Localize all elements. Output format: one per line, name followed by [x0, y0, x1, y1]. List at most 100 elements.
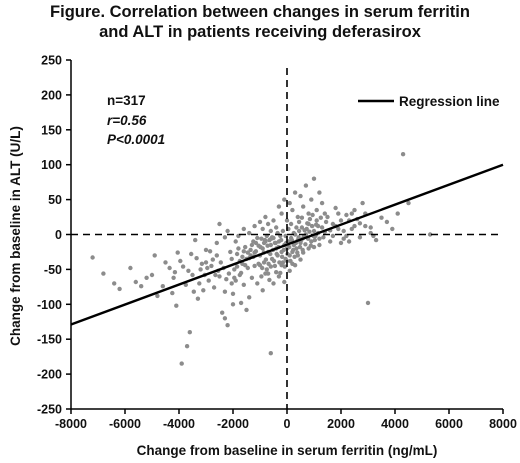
- data-point-231: [294, 225, 299, 230]
- data-point-76: [229, 256, 234, 262]
- data-point-99: [274, 251, 279, 257]
- data-point-249: [253, 249, 259, 254]
- data-point-28: [259, 274, 264, 279]
- chart-title-line-2: and ALT in patients receiving deferasiro…: [99, 23, 421, 41]
- data-point-274: [186, 268, 191, 273]
- data-point-284: [144, 275, 149, 280]
- data-point-288: [330, 233, 336, 239]
- x-tick-label-4000: 4000: [381, 417, 409, 431]
- data-point-218: [311, 244, 317, 250]
- data-point-66: [319, 225, 325, 230]
- data-point-176: [149, 272, 155, 278]
- data-point-73: [360, 200, 365, 206]
- y-tick-label--200: -200: [37, 368, 62, 382]
- data-point-24: [249, 242, 255, 248]
- data-point-167: [252, 223, 257, 229]
- data-point-233: [299, 215, 305, 220]
- data-point-286: [112, 281, 117, 286]
- data-point-144: [282, 197, 287, 202]
- data-point-102: [278, 237, 284, 243]
- regression-line-group: [70, 163, 504, 326]
- data-point-26: [255, 235, 260, 241]
- data-point-158: [319, 200, 325, 206]
- data-point-164: [263, 214, 268, 220]
- data-point-140: [363, 223, 368, 229]
- data-point-154: [309, 197, 314, 202]
- data-point-127: [312, 237, 317, 243]
- data-point-42: [278, 270, 283, 276]
- data-point-65: [317, 242, 322, 248]
- data-point-281: [167, 265, 172, 271]
- data-point-214: [290, 261, 295, 266]
- data-point-123: [307, 229, 312, 234]
- data-point-277: [178, 258, 183, 264]
- data-point-11: [214, 253, 219, 258]
- x-tick-label-0: 0: [284, 417, 291, 431]
- data-point-276: [180, 264, 186, 269]
- data-point-169: [241, 226, 246, 232]
- data-point-278: [175, 250, 180, 255]
- data-point-282: [160, 284, 165, 289]
- data-point-116: [297, 244, 303, 250]
- data-point-246: [261, 240, 267, 246]
- y-tick-label-150: 150: [41, 123, 62, 137]
- data-point-188: [260, 288, 265, 293]
- data-point-289: [336, 226, 341, 232]
- data-point-9: [203, 260, 209, 265]
- data-point-67: [325, 214, 330, 220]
- data-point-7: [193, 237, 198, 243]
- data-point-202: [427, 232, 433, 237]
- data-point-299: [390, 226, 395, 232]
- data-point-125: [309, 223, 315, 229]
- data-point-192: [282, 279, 287, 285]
- data-point-132: [323, 219, 329, 225]
- data-point-147: [290, 207, 295, 213]
- data-point-75: [368, 225, 373, 230]
- data-point-155: [311, 176, 317, 181]
- data-point-219: [317, 236, 322, 241]
- data-point-223: [338, 218, 344, 223]
- data-point-229: [288, 221, 294, 227]
- data-point-108: [287, 244, 292, 250]
- data-point-17: [230, 291, 236, 296]
- data-point-135: [338, 240, 344, 246]
- data-point-91: [263, 257, 269, 262]
- data-point-178: [174, 303, 179, 308]
- data-point-185: [238, 300, 244, 306]
- data-point-0: [90, 255, 95, 260]
- x-tick-label--8000: -8000: [55, 417, 87, 431]
- data-point-270: [197, 281, 202, 286]
- data-point-3: [139, 284, 144, 289]
- data-point-190: [271, 281, 276, 286]
- data-point-265: [210, 257, 215, 262]
- data-point-259: [226, 271, 232, 276]
- data-point-236: [307, 216, 313, 222]
- data-point-248: [256, 243, 261, 248]
- data-point-212: [279, 263, 284, 268]
- y-tick-label--50: -50: [44, 263, 62, 277]
- stat-n: n=317: [107, 93, 146, 108]
- data-point-2: [133, 279, 138, 285]
- x-tick-label-2000: 2000: [327, 417, 355, 431]
- data-point-63: [311, 228, 317, 234]
- data-point-137: [349, 226, 354, 232]
- data-point-159: [322, 211, 327, 216]
- data-point-217: [306, 246, 311, 251]
- data-point-234: [302, 228, 307, 233]
- data-point-56: [296, 228, 302, 234]
- data-point-175: [163, 260, 168, 265]
- data-point-267: [205, 265, 210, 271]
- data-point-163: [265, 221, 271, 227]
- data-point-273: [189, 251, 194, 257]
- data-point-297: [379, 215, 384, 220]
- data-point-165: [260, 226, 265, 232]
- data-point-172: [214, 240, 219, 246]
- data-point-244: [267, 237, 272, 243]
- data-point-269: [199, 261, 205, 266]
- data-point-25: [252, 263, 257, 269]
- x-tick-label--2000: -2000: [217, 417, 249, 431]
- data-point-195: [298, 257, 303, 262]
- data-point-237: [310, 212, 315, 218]
- data-point-279: [172, 270, 178, 275]
